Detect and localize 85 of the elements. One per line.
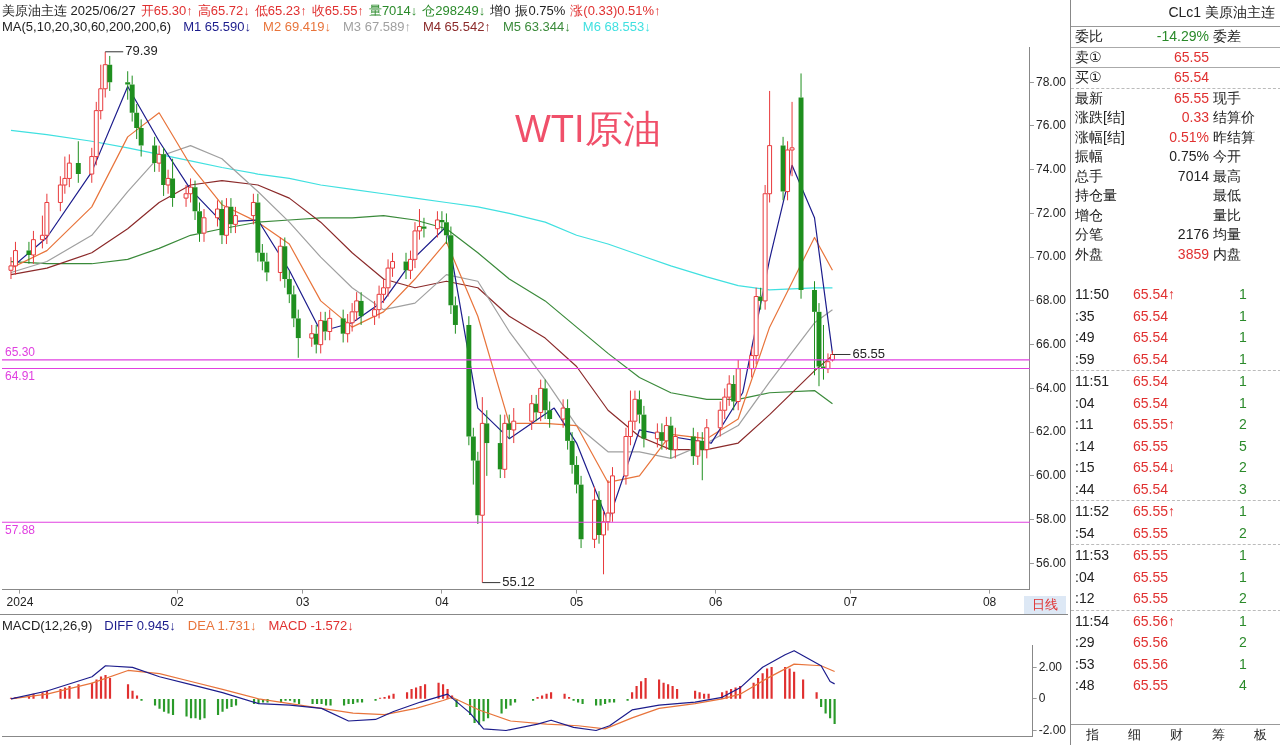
text: :54 65.55 2	[1075, 524, 1247, 541]
x-tick-label: 07	[843, 595, 858, 610]
text: :04 65.54 1	[1075, 394, 1247, 411]
text: :49 65.54 1	[1075, 329, 1247, 345]
legend-title: MACD(12,26,9)	[2, 618, 93, 633]
annotation: WTI原油	[515, 107, 661, 152]
text: 11:50 65.54↑ 1	[1075, 286, 1247, 302]
text: 11:54 65.56↑ 1	[1075, 612, 1247, 629]
text: M5 63.344↓	[502, 19, 571, 34]
text: 外盘 3859 内盘	[1075, 245, 1241, 262]
text: 涨跌[结] 0.33 结算价	[1075, 109, 1255, 125]
annotation: 55.12	[502, 574, 535, 590]
text: 委比 -14.29% 委差	[1075, 28, 1241, 44]
text: 11:51 65.54 1	[1075, 373, 1247, 389]
text: :15 65.54↓ 2	[1075, 459, 1247, 475]
text: :44 65.54 3	[1075, 480, 1247, 497]
ref-line-label: 64.91	[5, 368, 36, 383]
text: 仓298249↓	[422, 3, 486, 18]
y-tick-label: 76.00	[1035, 118, 1067, 133]
x-tick-label: 06	[709, 595, 723, 610]
text: M2 69.419↓	[263, 19, 331, 34]
text: M4 65.542↑	[422, 19, 491, 34]
text: 增0	[490, 3, 511, 18]
x-tick-label: 05	[569, 595, 584, 610]
y-tick-label: 70.00	[1035, 249, 1067, 264]
text: 最新 65.55 现手	[1075, 89, 1241, 106]
text: 分笔 2176 均量	[1075, 226, 1241, 242]
text: 总手 7014 最高	[1075, 167, 1241, 184]
text: 买① 65.54	[1075, 69, 1209, 85]
text: :59 65.54 1	[1075, 350, 1247, 367]
x-tick-label: 04	[435, 595, 449, 610]
text: 收65.55↑	[311, 3, 364, 18]
text: MACD -1.572↓	[268, 618, 354, 633]
text: :53 65.56 1	[1075, 655, 1247, 672]
text: 卖① 65.55	[1075, 48, 1209, 65]
y-tick-label: 0	[1038, 691, 1046, 706]
text: 低65.23↑	[254, 3, 307, 18]
text: :35 65.54 1	[1075, 307, 1247, 324]
text: 涨(0.33)0.51%↑	[570, 3, 661, 18]
y-tick-label: 2.00	[1038, 659, 1063, 674]
text: 日线	[1024, 596, 1066, 614]
x-tick-label: 03	[296, 595, 310, 610]
y-tick-label: 78.00	[1035, 74, 1067, 89]
y-tick-label: -2.00	[1038, 722, 1067, 737]
text: :11 65.55↑ 2	[1075, 416, 1247, 432]
ref-line-label: 57.88	[5, 522, 36, 537]
text: M1 65.590↓	[183, 19, 252, 34]
text: 11:53 65.55 1	[1075, 547, 1247, 563]
x-tick-label: 02	[170, 595, 185, 610]
y-tick-label: 72.00	[1035, 205, 1067, 220]
annotation: 65.55	[852, 346, 885, 362]
text: 振0.75%	[515, 3, 566, 18]
text: 指 细 财 筹 板	[1085, 727, 1267, 742]
text: 涨幅[结] 0.51% 昨结算	[1075, 128, 1255, 145]
text: 高65.72↓	[197, 3, 250, 18]
y-tick-label: 68.00	[1035, 293, 1067, 308]
chart-title: 美原油主连 2025/06/27	[2, 3, 136, 18]
text: :04 65.55 1	[1075, 568, 1247, 585]
x-tick-label: 2024	[6, 595, 34, 610]
text: 振幅 0.75% 今开	[1075, 148, 1241, 164]
text: :48 65.55 4	[1075, 677, 1247, 693]
text: 持仓量 最低	[1075, 187, 1241, 203]
text: M3 67.589↑	[343, 19, 411, 34]
text: 量7014↓	[368, 3, 418, 18]
y-tick-label: 62.00	[1035, 424, 1067, 439]
y-tick-label: 66.00	[1035, 336, 1067, 351]
text: DIFF 0.945↓	[104, 618, 176, 633]
text: 11:52 65.55↑ 1	[1075, 503, 1247, 519]
y-tick-label: 74.00	[1035, 161, 1067, 176]
y-tick-label: 56.00	[1035, 555, 1067, 570]
y-tick-label: 60.00	[1035, 468, 1067, 483]
text: 增仓 量比	[1075, 206, 1241, 223]
text: CLc1 美原油主连	[1071, 0, 1280, 27]
text: :29 65.56 2	[1075, 634, 1247, 650]
y-tick-label: 64.00	[1035, 380, 1067, 395]
annotation: 79.39	[125, 43, 158, 59]
ref-line-label: 65.30	[5, 345, 36, 360]
text: M6 68.553↓	[582, 19, 651, 34]
text: DEA 1.731↓	[187, 618, 257, 633]
text: 开65.30↑	[140, 3, 193, 18]
x-tick-label: 08	[982, 595, 997, 610]
text: :14 65.55 5	[1075, 437, 1247, 454]
text: :12 65.55 2	[1075, 590, 1247, 606]
y-tick-label: 58.00	[1035, 511, 1067, 526]
legend-title: MA(5,10,20,30,60,200,200,6)	[2, 19, 172, 34]
